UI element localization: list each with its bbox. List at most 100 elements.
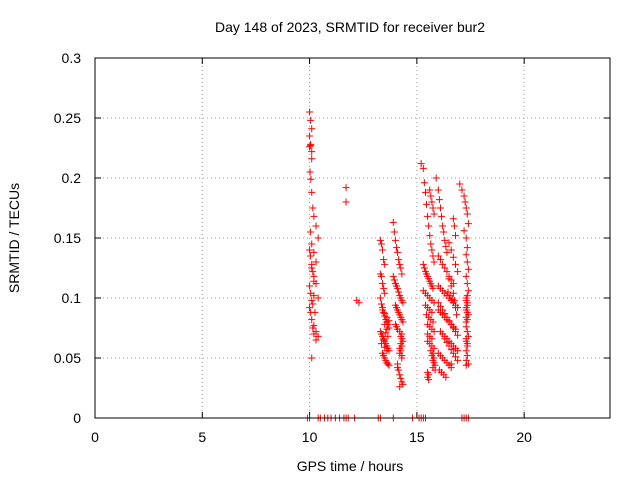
data-point bbox=[432, 174, 440, 182]
data-point bbox=[398, 270, 406, 278]
data-point bbox=[309, 324, 317, 332]
data-point bbox=[395, 256, 403, 264]
data-point bbox=[308, 296, 316, 304]
data-point bbox=[439, 306, 447, 314]
data-point bbox=[444, 288, 452, 296]
data-point bbox=[463, 340, 471, 348]
data-point bbox=[460, 227, 468, 235]
data-point bbox=[463, 328, 471, 336]
data-point bbox=[306, 143, 314, 151]
data-point bbox=[423, 200, 431, 208]
data-point bbox=[429, 284, 437, 292]
data-point bbox=[456, 180, 464, 188]
data-point bbox=[429, 318, 437, 326]
data-point bbox=[396, 371, 404, 379]
data-point bbox=[458, 186, 466, 194]
data-point bbox=[307, 175, 315, 183]
data-point bbox=[424, 212, 432, 220]
data-point bbox=[447, 360, 455, 368]
data-point bbox=[382, 329, 390, 337]
data-point bbox=[355, 299, 363, 307]
data-point bbox=[308, 260, 316, 268]
data-point bbox=[463, 280, 471, 288]
data-point bbox=[380, 336, 388, 344]
data-point bbox=[428, 308, 436, 316]
data-point bbox=[314, 294, 322, 302]
data-point bbox=[439, 222, 447, 230]
data-point bbox=[314, 332, 322, 340]
data-point bbox=[445, 342, 453, 350]
data-point bbox=[463, 292, 471, 300]
data-point bbox=[381, 260, 389, 268]
data-point bbox=[314, 234, 322, 242]
y-tick-label: 0.15 bbox=[54, 230, 81, 246]
data-point bbox=[441, 335, 449, 343]
data-point bbox=[420, 264, 428, 272]
data-point bbox=[454, 268, 462, 276]
data-point bbox=[419, 260, 427, 268]
data-point bbox=[430, 258, 438, 266]
data-point bbox=[417, 160, 425, 168]
data-point bbox=[442, 373, 450, 381]
data-point bbox=[379, 246, 387, 254]
data-point bbox=[462, 323, 470, 331]
data-point bbox=[310, 330, 318, 338]
data-point bbox=[308, 148, 316, 156]
data-point bbox=[447, 320, 455, 328]
data-point bbox=[464, 265, 472, 273]
data-point bbox=[307, 142, 315, 150]
data-point bbox=[383, 313, 391, 321]
data-point bbox=[462, 234, 470, 242]
data-point bbox=[392, 244, 400, 252]
data-point bbox=[425, 376, 433, 384]
data-point bbox=[376, 294, 384, 302]
data-point bbox=[312, 336, 320, 344]
y-tick-label: 0.2 bbox=[62, 170, 82, 186]
data-point bbox=[394, 248, 402, 256]
data-point bbox=[449, 349, 457, 357]
data-point bbox=[377, 300, 385, 308]
data-point bbox=[309, 268, 317, 276]
data-point bbox=[447, 346, 455, 354]
data-point bbox=[452, 232, 459, 240]
y-tick-label: 0.25 bbox=[54, 110, 81, 126]
data-point bbox=[389, 218, 397, 226]
data-point bbox=[428, 198, 436, 206]
data-point bbox=[447, 246, 455, 254]
data-point bbox=[462, 306, 470, 314]
data-point bbox=[312, 222, 320, 230]
data-point bbox=[312, 258, 320, 266]
data-point bbox=[427, 192, 435, 200]
data-point bbox=[430, 210, 438, 218]
data-point bbox=[391, 236, 399, 244]
data-point bbox=[306, 246, 314, 254]
data-point bbox=[443, 313, 451, 321]
data-point bbox=[462, 296, 470, 304]
data-point bbox=[441, 264, 449, 272]
data-point bbox=[464, 287, 472, 295]
data-point bbox=[452, 304, 459, 312]
data-point bbox=[389, 272, 397, 280]
data-point bbox=[310, 248, 318, 256]
x-tick-label: 10 bbox=[302, 429, 318, 445]
data-point bbox=[306, 108, 314, 116]
data-point bbox=[307, 228, 315, 236]
data-point bbox=[377, 240, 385, 248]
data-point bbox=[438, 212, 446, 220]
data-point bbox=[308, 125, 316, 133]
y-axis-title: SRMTID / TECUs bbox=[6, 183, 22, 293]
data-point bbox=[450, 296, 458, 304]
data-point bbox=[379, 280, 387, 288]
data-point bbox=[306, 132, 314, 140]
data-point bbox=[310, 212, 318, 220]
data-point bbox=[308, 316, 316, 324]
data-point bbox=[381, 289, 389, 297]
data-point bbox=[463, 210, 471, 218]
data-point bbox=[383, 347, 391, 355]
data-point bbox=[385, 361, 393, 369]
data-point bbox=[452, 353, 459, 361]
data-point bbox=[421, 188, 429, 196]
data-point bbox=[463, 352, 471, 360]
data-point bbox=[306, 168, 314, 176]
